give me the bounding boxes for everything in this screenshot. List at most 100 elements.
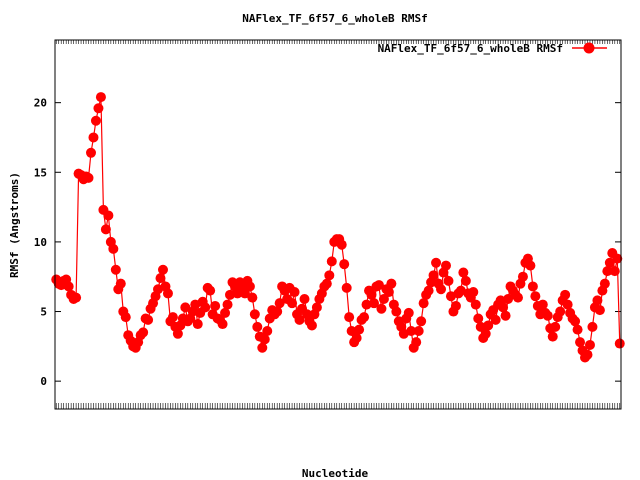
data-point	[530, 291, 541, 302]
legend: NAFlex_TF_6f57_6_wholeB RMSf	[378, 42, 607, 55]
data-point	[262, 326, 273, 337]
data-point	[418, 298, 429, 309]
data-point	[155, 273, 166, 284]
data-point	[413, 326, 424, 337]
data-point	[512, 292, 523, 303]
data-point	[210, 300, 221, 311]
data-point	[324, 270, 335, 281]
y-tick-label: 15	[34, 166, 47, 179]
data-point	[192, 319, 203, 330]
data-point	[458, 267, 469, 278]
data-point	[386, 278, 397, 289]
data-point	[428, 270, 439, 281]
data-point	[220, 307, 231, 318]
data-point	[594, 305, 605, 316]
data-point	[369, 298, 379, 309]
data-point	[403, 307, 414, 318]
data-point	[344, 312, 355, 323]
data-point	[287, 298, 298, 309]
y-tick-label: 20	[34, 97, 47, 110]
data-point	[157, 264, 168, 275]
data-point	[490, 314, 501, 325]
data-point	[321, 278, 332, 289]
data-point	[351, 332, 362, 343]
data-point	[354, 324, 365, 335]
data-point	[306, 320, 317, 331]
data-point	[376, 303, 387, 314]
data-point	[609, 266, 620, 277]
data-point	[480, 328, 491, 339]
data-point	[517, 271, 528, 282]
data-point	[550, 321, 561, 332]
data-point	[222, 299, 233, 310]
legend-marker	[583, 42, 595, 54]
data-point	[378, 294, 389, 304]
data-point	[468, 287, 479, 298]
data-point	[336, 239, 347, 250]
data-point	[259, 334, 270, 345]
data-point	[498, 302, 509, 313]
data-point	[602, 266, 613, 277]
data-point	[257, 342, 268, 353]
data-point	[547, 331, 558, 342]
data-point	[423, 285, 434, 296]
data-point	[570, 316, 581, 327]
data-point	[443, 275, 454, 286]
y-axis-label: RMSf (Angstroms)	[8, 172, 21, 278]
data-point	[299, 294, 310, 304]
data-point	[108, 243, 119, 254]
data-point	[411, 337, 422, 348]
data-point	[503, 294, 514, 304]
data-point	[483, 320, 494, 331]
data-point	[450, 300, 461, 311]
data-point	[339, 259, 350, 270]
data-point	[247, 292, 258, 303]
data-point	[71, 292, 82, 303]
y-tick-label: 0	[40, 375, 47, 388]
data-point	[249, 309, 260, 320]
data-point	[383, 287, 394, 298]
y-tick-label: 10	[34, 236, 47, 249]
data-point	[244, 281, 255, 292]
plot-frame	[54, 39, 622, 410]
data-point	[599, 278, 610, 289]
data-point	[217, 319, 228, 330]
data-point	[239, 288, 250, 299]
data-point	[90, 115, 101, 126]
data-point	[326, 256, 337, 267]
data-point	[103, 210, 114, 221]
data-point	[232, 288, 243, 299]
series-line-group	[51, 92, 625, 363]
data-point	[205, 285, 216, 296]
data-point	[346, 326, 357, 337]
data-point	[373, 280, 384, 291]
data-point	[614, 338, 625, 349]
data-point	[225, 289, 236, 300]
data-point	[162, 288, 173, 299]
data-point	[167, 312, 178, 323]
data-point	[115, 278, 126, 289]
data-point	[180, 302, 191, 313]
data-point	[120, 312, 131, 323]
data-point	[560, 289, 571, 300]
data-point	[138, 327, 149, 338]
data-point	[63, 281, 74, 292]
data-point	[143, 314, 154, 325]
axis-ticks: 0 5 10 15 20	[34, 40, 621, 409]
data-point	[587, 321, 598, 332]
data-point	[562, 299, 573, 310]
data-point	[416, 316, 427, 327]
data-point	[572, 324, 583, 335]
data-point	[575, 337, 586, 348]
data-point	[527, 281, 538, 292]
data-point	[500, 310, 511, 321]
data-point	[525, 260, 536, 271]
data-point	[289, 287, 300, 298]
data-point	[475, 321, 486, 332]
data-point	[612, 253, 623, 264]
x-axis-label: Nucleotide	[302, 467, 369, 480]
data-point	[359, 312, 370, 323]
data-point	[95, 92, 106, 103]
data-point	[341, 282, 352, 293]
